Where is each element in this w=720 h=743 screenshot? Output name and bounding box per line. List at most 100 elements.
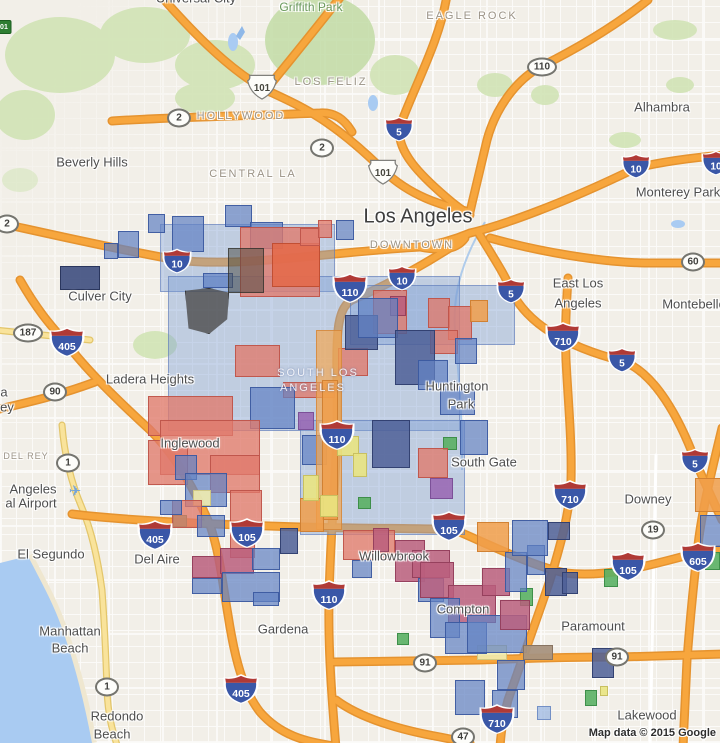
- svg-text:5: 5: [692, 460, 698, 471]
- map-label: Ladera Heights: [105, 371, 195, 387]
- map-label: Inglewood: [160, 435, 220, 451]
- overlay-region: [353, 453, 367, 477]
- map-label: Monterey Park: [635, 184, 720, 200]
- overlay-region: [497, 660, 525, 690]
- map-label: LOS FELIZ: [294, 76, 368, 88]
- overlay-region: [523, 645, 553, 660]
- overlay-region: [104, 243, 118, 259]
- map-label: Manhattan: [39, 623, 101, 639]
- overlay-region: [235, 345, 280, 377]
- overlay-region: [695, 478, 720, 512]
- svg-text:101: 101: [254, 83, 271, 94]
- map-label: Alhambra: [634, 99, 690, 115]
- highway-shield-state: 1: [56, 453, 80, 473]
- svg-text:10: 10: [396, 277, 408, 288]
- overlay-region: [455, 338, 477, 364]
- overlay-region: [192, 578, 222, 594]
- highway-shield-interstate: 405: [223, 674, 259, 704]
- overlay-region: [60, 266, 100, 290]
- map-label: Redondo: [90, 708, 144, 724]
- map-label: Angeles: [9, 481, 57, 497]
- overlay-region: [418, 360, 448, 390]
- highway-shield-interstate: 710: [479, 704, 515, 734]
- svg-text:101: 101: [375, 168, 392, 179]
- overlay-region: [225, 205, 252, 227]
- map-label: Huntington: [425, 378, 489, 394]
- overlay-region: [585, 690, 597, 706]
- svg-text:5: 5: [619, 359, 625, 370]
- highway-shield-state: 2: [0, 214, 19, 234]
- svg-text:5: 5: [396, 128, 402, 139]
- overlay-region: [500, 600, 530, 630]
- map-label: ey: [0, 399, 14, 415]
- map-label: Griffith Park: [279, 0, 343, 14]
- highway-shield-interstate: 710: [545, 322, 581, 352]
- highway-shield-green: 101: [0, 20, 12, 34]
- highway-shield-state: 60: [681, 252, 705, 272]
- overlay-region: [298, 412, 314, 430]
- highway-shield-interstate: 110: [311, 580, 347, 610]
- highway-shield-state: 47: [451, 727, 475, 743]
- map-label: Willowbrook: [358, 548, 430, 564]
- map-label: DEL REY: [3, 451, 49, 461]
- svg-text:710: 710: [561, 494, 579, 506]
- highway-shield-interstate: 10: [701, 150, 720, 176]
- airport-plane-icon: ✈: [68, 483, 82, 500]
- map-label: EAGLE ROCK: [426, 10, 518, 22]
- highway-shield-interstate: 105: [610, 551, 646, 581]
- overlay-region: [477, 522, 509, 552]
- map-label: Gardena: [257, 621, 309, 637]
- highway-shield-interstate: 10: [162, 248, 192, 274]
- highway-shield-interstate: 110: [332, 273, 368, 303]
- highway-shield-interstate: 405: [49, 327, 85, 357]
- overlay-region: [318, 220, 332, 238]
- map-label: South Gate: [451, 454, 517, 470]
- highway-shield-interstate: 110: [319, 420, 355, 450]
- highway-shield-state: 91: [413, 653, 437, 673]
- svg-text:605: 605: [689, 556, 707, 568]
- svg-text:710: 710: [554, 336, 572, 348]
- map-label: Angeles: [554, 295, 602, 311]
- svg-text:110: 110: [342, 287, 359, 299]
- svg-text:10: 10: [710, 162, 720, 173]
- overlay-region: [537, 706, 551, 720]
- overlay-region: [253, 592, 279, 606]
- overlay-region: [336, 220, 354, 240]
- highway-shield-state: 187: [13, 323, 43, 343]
- map-label: HOLLYWOOD: [196, 110, 286, 122]
- lakes: [228, 26, 685, 228]
- overlay-region: [352, 560, 372, 578]
- map-label: SOUTH LOS: [277, 367, 359, 379]
- overlay-region: [430, 478, 453, 499]
- map-label: Beach: [51, 640, 89, 656]
- map-label: Del Aire: [134, 551, 180, 567]
- highway-shield-interstate: 105: [431, 511, 467, 541]
- map-label: CENTRAL LA: [209, 168, 297, 180]
- highway-shield-interstate: 105: [229, 518, 265, 548]
- overlay-region: [460, 420, 488, 455]
- overlay-region: [172, 216, 204, 252]
- highway-shield-state: 1: [95, 677, 119, 697]
- overlay-region: [160, 500, 182, 515]
- map-label: a: [0, 384, 8, 400]
- svg-text:405: 405: [232, 688, 250, 700]
- overlay-region: [372, 420, 410, 468]
- map-label: Park: [447, 396, 475, 412]
- overlay-region: [455, 680, 485, 715]
- svg-text:405: 405: [146, 534, 164, 546]
- highway-shield-state: 90: [43, 382, 67, 402]
- overlay-region: [272, 243, 320, 287]
- svg-text:110: 110: [329, 434, 346, 446]
- overlay-region: [228, 248, 264, 293]
- ocean-water: [0, 556, 92, 743]
- map-label: Montebello: [662, 296, 720, 312]
- highway-shield-interstate: 5: [384, 116, 414, 142]
- overlay-region: [397, 633, 409, 645]
- overlay-region: [418, 448, 448, 478]
- map-label: Los Angeles: [363, 205, 473, 228]
- svg-text:710: 710: [488, 718, 506, 730]
- highway-shield-state: 19: [641, 520, 665, 540]
- overlay-region: [512, 520, 548, 556]
- svg-text:105: 105: [440, 525, 458, 537]
